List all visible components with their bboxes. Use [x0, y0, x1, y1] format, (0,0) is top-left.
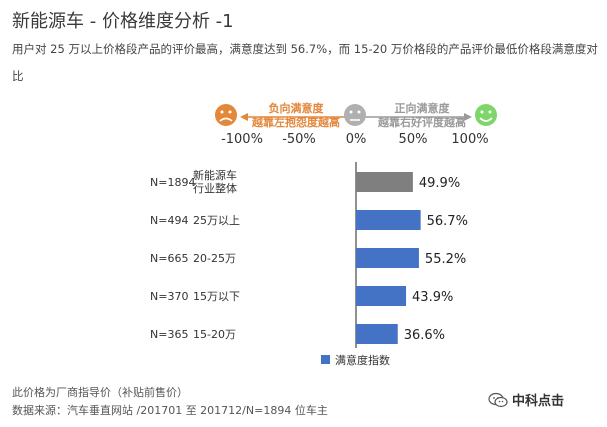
tick-label: 0% [345, 132, 367, 147]
bar [356, 248, 419, 268]
scale-ticks: -100% -50% 0% 50% 100% [0, 132, 607, 152]
sample-size-label: N=370 [150, 290, 188, 303]
bar [356, 172, 413, 192]
category-label: 行业整体 [193, 181, 237, 195]
value-label: 43.9% [412, 290, 453, 305]
negative-satisfaction-note: 负向满意度 越靠左抱怨度越高 [248, 102, 344, 130]
sample-size-label: N=1894 [150, 176, 195, 189]
sample-size-label: N=665 [150, 252, 188, 265]
data-source: 数据来源：汽车垂直网站 /201701 至 201712/N=1894 位车主 [12, 404, 328, 417]
bar [356, 286, 407, 306]
positive-satisfaction-note: 正向满意度 越靠右好评度越高 [372, 102, 472, 130]
chart-legend: 满意度指数 [321, 353, 390, 367]
bar [356, 210, 421, 230]
positive-label: 正向满意度 [394, 102, 450, 115]
price-note: 此价格为厂商指导价（补贴前售价） [12, 386, 188, 399]
positive-arrow-head [464, 113, 472, 121]
category-label: 25万以上 [193, 214, 240, 227]
tick-label: 100% [451, 132, 489, 147]
positive-sublabel: 越靠右好评度越高 [378, 116, 466, 129]
neutral-face-icon [344, 104, 366, 126]
tick-label: 50% [398, 132, 428, 147]
brand-name: 中科点击 [512, 394, 565, 409]
brand-mark: 中科点击 [488, 390, 564, 409]
negative-label: 负向满意度 [268, 102, 324, 115]
legend-swatch [321, 355, 330, 364]
tick-label: -50% [282, 132, 316, 147]
wechat-icon [488, 392, 508, 407]
value-label: 56.7% [427, 214, 468, 229]
sample-size-label: N=494 [150, 214, 188, 227]
category-label: 新能源车 [193, 168, 237, 182]
bar [356, 324, 398, 344]
happy-face-icon [475, 104, 497, 126]
page-title: 新能源车 - 价格维度分析 -1 [12, 11, 234, 32]
page-subtitle: 用户对 25 万以上价格段产品的评价最高，满意度达到 56.7%，而 15-20… [12, 42, 598, 83]
category-label: 15万以下 [193, 290, 240, 303]
category-label: 20-25万 [193, 252, 236, 265]
negative-arrow-head [240, 113, 248, 121]
legend-label: 满意度指数 [335, 353, 390, 367]
value-label: 55.2% [425, 252, 466, 267]
sad-face-icon [215, 104, 237, 126]
tick-label: -100% [221, 132, 263, 147]
value-label: 49.9% [419, 176, 460, 191]
negative-sublabel: 越靠左抱怨度越高 [252, 116, 340, 129]
value-label: 36.6% [404, 328, 445, 343]
sample-size-label: N=365 [150, 328, 188, 341]
category-label: 15-20万 [193, 328, 236, 341]
